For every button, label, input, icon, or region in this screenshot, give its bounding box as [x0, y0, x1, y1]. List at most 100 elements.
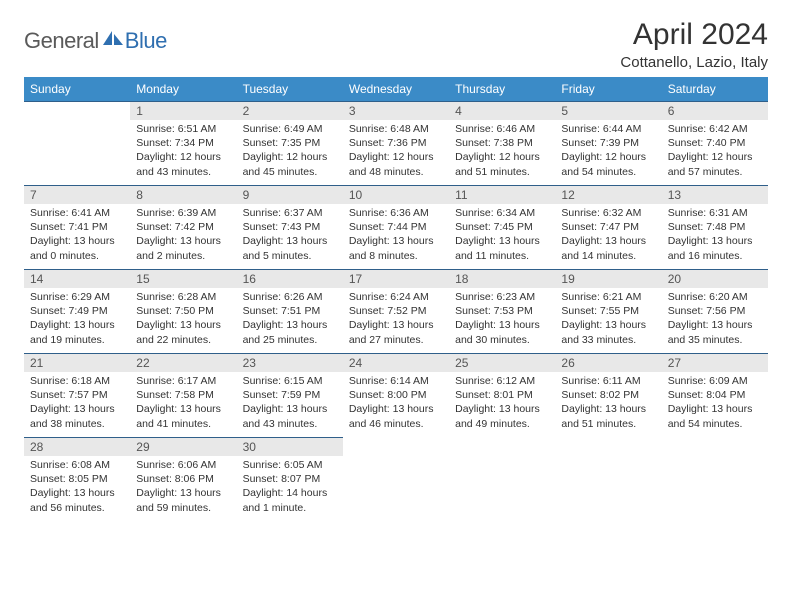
weekday-header: Monday	[130, 77, 236, 102]
calendar-cell: 1Sunrise: 6:51 AMSunset: 7:34 PMDaylight…	[130, 102, 236, 186]
day-details: Sunrise: 6:09 AMSunset: 8:04 PMDaylight:…	[662, 372, 768, 435]
day-details: Sunrise: 6:37 AMSunset: 7:43 PMDaylight:…	[237, 204, 343, 267]
calendar-cell: 8Sunrise: 6:39 AMSunset: 7:42 PMDaylight…	[130, 186, 236, 270]
day-details: Sunrise: 6:29 AMSunset: 7:49 PMDaylight:…	[24, 288, 130, 351]
day-details: Sunrise: 6:14 AMSunset: 8:00 PMDaylight:…	[343, 372, 449, 435]
day-number: 19	[555, 270, 661, 288]
calendar-cell: 23Sunrise: 6:15 AMSunset: 7:59 PMDayligh…	[237, 354, 343, 438]
day-details: Sunrise: 6:08 AMSunset: 8:05 PMDaylight:…	[24, 456, 130, 519]
calendar-cell	[555, 438, 661, 522]
calendar-cell: 24Sunrise: 6:14 AMSunset: 8:00 PMDayligh…	[343, 354, 449, 438]
logo: General Blue	[24, 28, 167, 54]
calendar-cell: 3Sunrise: 6:48 AMSunset: 7:36 PMDaylight…	[343, 102, 449, 186]
day-details: Sunrise: 6:44 AMSunset: 7:39 PMDaylight:…	[555, 120, 661, 183]
day-number: 29	[130, 438, 236, 456]
calendar-table: SundayMondayTuesdayWednesdayThursdayFrid…	[24, 77, 768, 522]
day-number: 26	[555, 354, 661, 372]
calendar-cell: 28Sunrise: 6:08 AMSunset: 8:05 PMDayligh…	[24, 438, 130, 522]
day-details: Sunrise: 6:49 AMSunset: 7:35 PMDaylight:…	[237, 120, 343, 183]
day-details: Sunrise: 6:15 AMSunset: 7:59 PMDaylight:…	[237, 372, 343, 435]
weekday-row: SundayMondayTuesdayWednesdayThursdayFrid…	[24, 77, 768, 102]
day-details: Sunrise: 6:34 AMSunset: 7:45 PMDaylight:…	[449, 204, 555, 267]
calendar-page: General Blue April 2024 Cottanello, Lazi…	[0, 0, 792, 540]
weekday-header: Sunday	[24, 77, 130, 102]
calendar-cell: 19Sunrise: 6:21 AMSunset: 7:55 PMDayligh…	[555, 270, 661, 354]
day-number: 25	[449, 354, 555, 372]
calendar-row: 1Sunrise: 6:51 AMSunset: 7:34 PMDaylight…	[24, 102, 768, 186]
day-details: Sunrise: 6:05 AMSunset: 8:07 PMDaylight:…	[237, 456, 343, 519]
calendar-cell: 12Sunrise: 6:32 AMSunset: 7:47 PMDayligh…	[555, 186, 661, 270]
day-details: Sunrise: 6:39 AMSunset: 7:42 PMDaylight:…	[130, 204, 236, 267]
day-number: 12	[555, 186, 661, 204]
calendar-row: 21Sunrise: 6:18 AMSunset: 7:57 PMDayligh…	[24, 354, 768, 438]
calendar-cell: 7Sunrise: 6:41 AMSunset: 7:41 PMDaylight…	[24, 186, 130, 270]
day-number: 20	[662, 270, 768, 288]
day-details: Sunrise: 6:32 AMSunset: 7:47 PMDaylight:…	[555, 204, 661, 267]
month-title: April 2024	[620, 18, 768, 52]
day-number: 10	[343, 186, 449, 204]
calendar-cell: 10Sunrise: 6:36 AMSunset: 7:44 PMDayligh…	[343, 186, 449, 270]
day-number: 23	[237, 354, 343, 372]
calendar-cell	[343, 438, 449, 522]
sail-icon	[103, 31, 123, 45]
weekday-header: Tuesday	[237, 77, 343, 102]
calendar-cell: 15Sunrise: 6:28 AMSunset: 7:50 PMDayligh…	[130, 270, 236, 354]
day-number: 17	[343, 270, 449, 288]
weekday-header: Thursday	[449, 77, 555, 102]
day-details: Sunrise: 6:06 AMSunset: 8:06 PMDaylight:…	[130, 456, 236, 519]
weekday-header: Saturday	[662, 77, 768, 102]
calendar-cell	[24, 102, 130, 186]
logo-text-general: General	[24, 28, 99, 54]
day-number: 27	[662, 354, 768, 372]
day-number: 1	[130, 102, 236, 120]
day-number: 24	[343, 354, 449, 372]
location-text: Cottanello, Lazio, Italy	[620, 54, 768, 71]
calendar-cell: 29Sunrise: 6:06 AMSunset: 8:06 PMDayligh…	[130, 438, 236, 522]
calendar-row: 7Sunrise: 6:41 AMSunset: 7:41 PMDaylight…	[24, 186, 768, 270]
calendar-row: 28Sunrise: 6:08 AMSunset: 8:05 PMDayligh…	[24, 438, 768, 522]
calendar-cell: 22Sunrise: 6:17 AMSunset: 7:58 PMDayligh…	[130, 354, 236, 438]
day-number: 5	[555, 102, 661, 120]
day-number: 16	[237, 270, 343, 288]
day-number: 6	[662, 102, 768, 120]
day-details: Sunrise: 6:21 AMSunset: 7:55 PMDaylight:…	[555, 288, 661, 351]
day-number: 8	[130, 186, 236, 204]
calendar-cell: 5Sunrise: 6:44 AMSunset: 7:39 PMDaylight…	[555, 102, 661, 186]
day-details: Sunrise: 6:51 AMSunset: 7:34 PMDaylight:…	[130, 120, 236, 183]
day-details: Sunrise: 6:26 AMSunset: 7:51 PMDaylight:…	[237, 288, 343, 351]
day-number: 7	[24, 186, 130, 204]
day-number: 21	[24, 354, 130, 372]
calendar-cell: 20Sunrise: 6:20 AMSunset: 7:56 PMDayligh…	[662, 270, 768, 354]
day-details: Sunrise: 6:46 AMSunset: 7:38 PMDaylight:…	[449, 120, 555, 183]
calendar-head: SundayMondayTuesdayWednesdayThursdayFrid…	[24, 77, 768, 102]
weekday-header: Wednesday	[343, 77, 449, 102]
day-details: Sunrise: 6:18 AMSunset: 7:57 PMDaylight:…	[24, 372, 130, 435]
day-details: Sunrise: 6:31 AMSunset: 7:48 PMDaylight:…	[662, 204, 768, 267]
calendar-cell: 26Sunrise: 6:11 AMSunset: 8:02 PMDayligh…	[555, 354, 661, 438]
day-details: Sunrise: 6:17 AMSunset: 7:58 PMDaylight:…	[130, 372, 236, 435]
day-number: 9	[237, 186, 343, 204]
day-details: Sunrise: 6:48 AMSunset: 7:36 PMDaylight:…	[343, 120, 449, 183]
day-number: 30	[237, 438, 343, 456]
calendar-cell: 14Sunrise: 6:29 AMSunset: 7:49 PMDayligh…	[24, 270, 130, 354]
day-number: 3	[343, 102, 449, 120]
calendar-cell: 9Sunrise: 6:37 AMSunset: 7:43 PMDaylight…	[237, 186, 343, 270]
day-number: 4	[449, 102, 555, 120]
calendar-cell: 18Sunrise: 6:23 AMSunset: 7:53 PMDayligh…	[449, 270, 555, 354]
calendar-cell: 11Sunrise: 6:34 AMSunset: 7:45 PMDayligh…	[449, 186, 555, 270]
day-number: 28	[24, 438, 130, 456]
day-details: Sunrise: 6:41 AMSunset: 7:41 PMDaylight:…	[24, 204, 130, 267]
calendar-cell: 21Sunrise: 6:18 AMSunset: 7:57 PMDayligh…	[24, 354, 130, 438]
calendar-row: 14Sunrise: 6:29 AMSunset: 7:49 PMDayligh…	[24, 270, 768, 354]
calendar-cell: 16Sunrise: 6:26 AMSunset: 7:51 PMDayligh…	[237, 270, 343, 354]
calendar-cell: 30Sunrise: 6:05 AMSunset: 8:07 PMDayligh…	[237, 438, 343, 522]
day-details: Sunrise: 6:23 AMSunset: 7:53 PMDaylight:…	[449, 288, 555, 351]
calendar-cell: 17Sunrise: 6:24 AMSunset: 7:52 PMDayligh…	[343, 270, 449, 354]
title-block: April 2024 Cottanello, Lazio, Italy	[620, 18, 768, 71]
calendar-cell: 2Sunrise: 6:49 AMSunset: 7:35 PMDaylight…	[237, 102, 343, 186]
calendar-cell: 4Sunrise: 6:46 AMSunset: 7:38 PMDaylight…	[449, 102, 555, 186]
calendar-cell: 6Sunrise: 6:42 AMSunset: 7:40 PMDaylight…	[662, 102, 768, 186]
day-number: 13	[662, 186, 768, 204]
calendar-cell	[449, 438, 555, 522]
day-details: Sunrise: 6:11 AMSunset: 8:02 PMDaylight:…	[555, 372, 661, 435]
